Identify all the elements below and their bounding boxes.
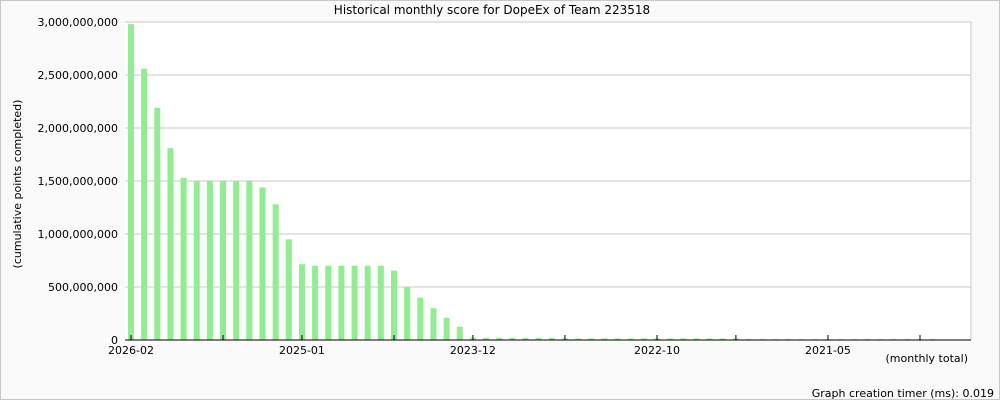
bar	[298, 264, 305, 340]
bar	[443, 317, 450, 340]
bar	[430, 308, 437, 340]
bar	[575, 338, 582, 340]
y-tick-label: 1,000,000,000	[38, 228, 118, 241]
y-tick-label: 1,500,000,000	[38, 175, 118, 188]
x-tick-label: 2021-05	[805, 344, 851, 357]
bar	[259, 187, 266, 340]
bar	[338, 265, 345, 340]
bar	[601, 338, 608, 340]
bar	[404, 287, 411, 340]
bars	[128, 24, 937, 341]
y-axis-label: (cumulative points completed)	[11, 100, 24, 269]
bar	[312, 265, 319, 340]
footer-timer: Graph creation timer (ms): 0.019	[812, 387, 994, 400]
bar	[364, 265, 371, 340]
x-axis-label: (monthly total)	[886, 352, 969, 365]
y-tick-labels: 0 500,000,000 1,000,000,000 1,500,000,000 2,…	[38, 16, 118, 347]
y-tick-label: 3,000,000,000	[38, 16, 118, 29]
bar	[548, 337, 555, 340]
chart-title: Historical monthly score for DopeEx of T…	[334, 3, 650, 17]
y-tick-label: 2,000,000,000	[38, 122, 118, 135]
bar	[180, 177, 187, 340]
y-tick-label: 0	[111, 334, 118, 347]
bar	[693, 338, 700, 340]
bar	[272, 204, 279, 340]
bar	[193, 181, 200, 340]
gridlines	[125, 21, 972, 340]
bar	[614, 338, 621, 340]
x-ticks: 2026-02 2025-01 2023-12 2022-10 2021-05	[108, 335, 921, 357]
bar	[128, 24, 134, 341]
bar	[535, 337, 542, 340]
bar	[667, 338, 674, 340]
bar	[627, 338, 634, 340]
bar	[325, 265, 332, 340]
bar	[220, 181, 227, 340]
bar	[206, 181, 213, 340]
bar	[706, 338, 713, 340]
bar	[509, 337, 516, 340]
bar	[417, 297, 424, 340]
x-tick-label: 2026-02	[108, 344, 154, 357]
bar	[246, 181, 253, 340]
x-tick-label: 2025-01	[279, 344, 325, 357]
y-tick-label: 2,500,000,000	[38, 69, 118, 82]
bar	[233, 181, 240, 340]
bar	[680, 338, 687, 340]
bar	[391, 270, 397, 340]
bar	[351, 265, 358, 340]
bar	[496, 337, 503, 340]
bar	[141, 68, 148, 340]
y-tick-label: 500,000,000	[48, 281, 118, 294]
bar	[640, 338, 647, 340]
bar	[522, 337, 529, 340]
x-tick-label: 2023-12	[450, 344, 496, 357]
bar	[456, 326, 463, 340]
bar	[377, 265, 384, 340]
bar	[588, 338, 595, 340]
bar	[285, 239, 292, 340]
bar	[483, 337, 490, 340]
bar	[167, 148, 174, 340]
bar	[154, 107, 161, 340]
x-tick-label: 2022-10	[634, 344, 680, 357]
bar	[719, 338, 726, 340]
